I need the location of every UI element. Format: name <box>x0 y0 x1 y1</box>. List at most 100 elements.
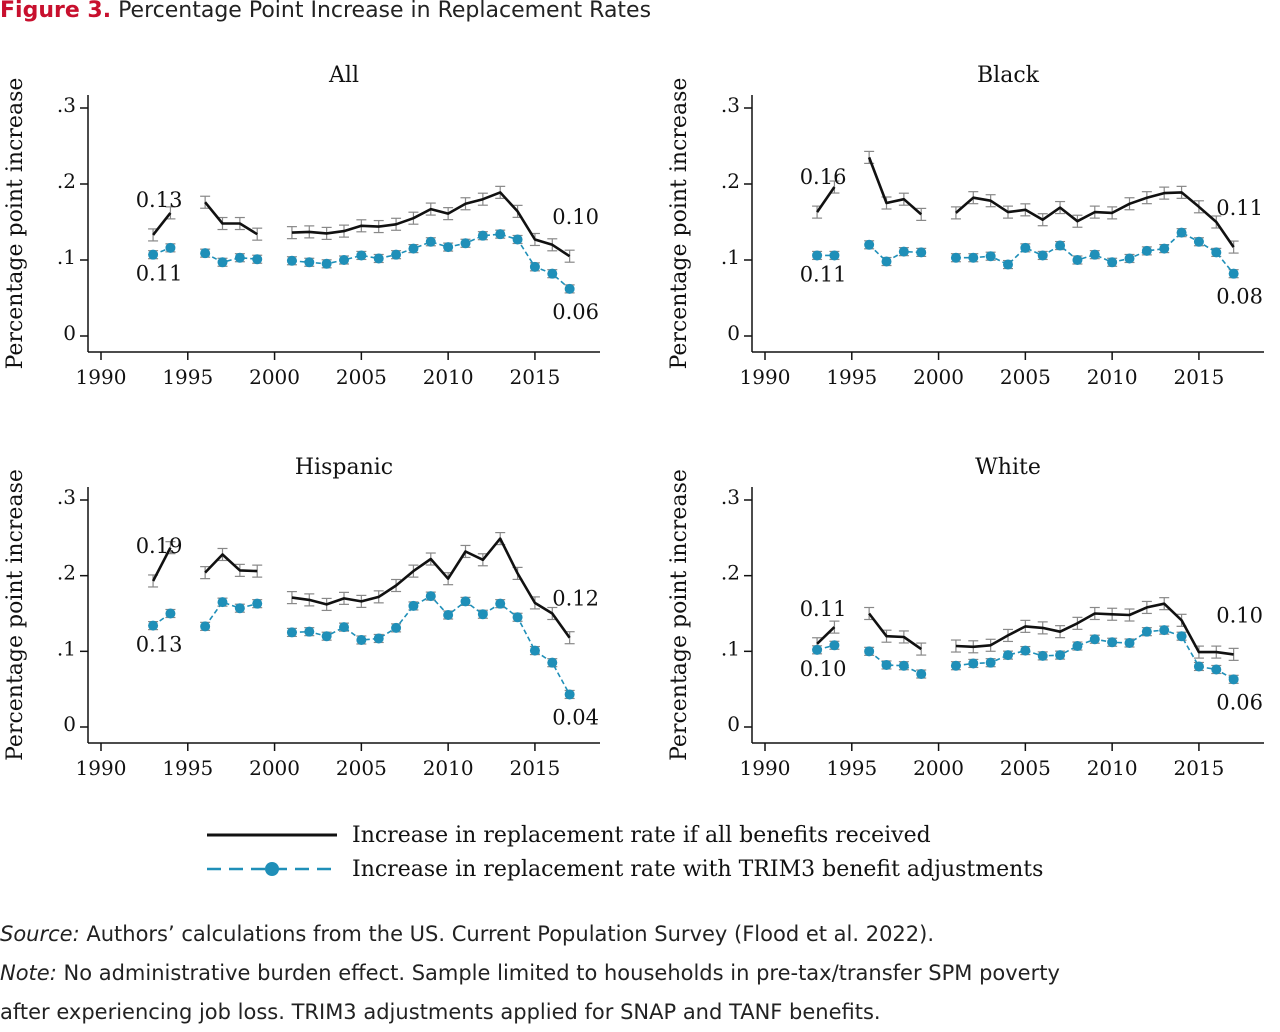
y-tick-label: 0 <box>727 712 740 736</box>
data-point-trim3 <box>460 238 471 249</box>
x-tick-label: 2010 <box>1087 756 1138 780</box>
x-tick-label: 1995 <box>826 365 877 389</box>
data-point-trim3 <box>234 252 245 263</box>
panel-title: All <box>328 63 359 88</box>
x-tick-label: 1990 <box>76 756 127 780</box>
chart-panel-black: Black 0 .1 .2 .3 1990 1995 2000 2005 2010 2015 Perc… <box>667 63 1264 389</box>
data-point-trim3 <box>1141 245 1152 256</box>
data-point-trim3 <box>460 596 471 607</box>
series-line-trim3 <box>204 252 258 264</box>
series-line-all-benefits <box>816 626 836 645</box>
series-line-all-benefits <box>151 547 172 582</box>
x-tick-label: 2005 <box>336 756 387 780</box>
note-line-2: after experiencing job loss. TRIM3 adjus… <box>0 993 1280 1032</box>
y-tick-label: .1 <box>57 245 76 269</box>
data-point-trim3 <box>1055 240 1066 251</box>
x-tick-label: 2015 <box>509 756 560 780</box>
data-point-trim3 <box>234 603 245 614</box>
figure-label: Figure 3. <box>0 0 112 23</box>
data-point-trim3 <box>165 608 176 619</box>
data-point-trim3 <box>547 657 558 668</box>
series-line-trim3 <box>868 650 922 675</box>
data-point-trim3 <box>148 620 159 631</box>
legend-swatch-solid-line <box>207 833 337 837</box>
data-point-trim3 <box>1107 637 1118 648</box>
data-point-trim3 <box>950 660 961 671</box>
data-label: 0.10 <box>552 205 599 229</box>
data-point-trim3 <box>898 246 909 257</box>
legend-item-trim3: Increase in replacement rate with TRIM3 … <box>205 852 1043 886</box>
y-tick-label: .2 <box>57 561 76 585</box>
y-axis-label: Percentage point increase <box>3 78 28 370</box>
x-tick-label: 1995 <box>162 756 213 780</box>
series-line-trim3 <box>291 595 571 695</box>
data-point-trim3 <box>1055 650 1066 661</box>
data-point-trim3 <box>1037 250 1048 261</box>
series-line-all-benefits <box>816 186 836 213</box>
note-text-1: No administrative burden effect. Sample … <box>63 961 1060 985</box>
data-point-trim3 <box>1228 268 1239 279</box>
data-point-trim3 <box>1020 242 1031 253</box>
data-label: 0.11 <box>1216 196 1263 220</box>
x-tick-label: 2010 <box>423 756 474 780</box>
y-tick-label: .1 <box>721 636 740 660</box>
chart-grid: All 0 .1 .2 .3 1990 1995 2000 2005 2010 2015 Percen… <box>3 63 1264 780</box>
data-point-trim3 <box>1089 634 1100 645</box>
series-line-all-benefits <box>867 156 923 216</box>
figure-title-text: Percentage Point Increase in Replacement… <box>118 0 652 23</box>
y-tick-label: 0 <box>727 321 740 345</box>
data-point-trim3 <box>252 254 263 265</box>
data-point-trim3 <box>916 669 927 680</box>
data-label: 0.13 <box>136 188 183 212</box>
data-point-trim3 <box>356 634 367 645</box>
data-point-trim3 <box>408 600 419 611</box>
data-label: 0.10 <box>1216 603 1263 627</box>
x-tick-label: 2005 <box>336 365 387 389</box>
data-point-trim3 <box>881 659 892 670</box>
y-tick-label: .2 <box>57 169 76 193</box>
data-point-trim3 <box>391 249 402 260</box>
data-point-trim3 <box>916 247 927 258</box>
source-line: Source: Authors’ calculations from the U… <box>0 915 1280 954</box>
x-tick-label: 2000 <box>249 365 300 389</box>
y-axis-label: Percentage point increase <box>667 469 692 761</box>
x-tick-label: 2000 <box>913 756 964 780</box>
data-point-trim3 <box>512 612 523 623</box>
series-line-trim3 <box>204 601 258 627</box>
data-point-trim3 <box>425 236 436 247</box>
data-point-trim3 <box>1124 253 1135 264</box>
data-point-trim3 <box>304 626 315 637</box>
data-point-trim3 <box>1176 227 1187 238</box>
data-point-trim3 <box>304 257 315 268</box>
x-tick-label: 2015 <box>1173 365 1224 389</box>
x-tick-label: 2005 <box>1000 365 1051 389</box>
data-point-trim3 <box>1003 259 1013 270</box>
data-point-trim3 <box>1037 650 1048 661</box>
data-label: 0.11 <box>800 597 847 621</box>
x-tick-label: 2010 <box>423 365 474 389</box>
data-point-trim3 <box>165 242 176 253</box>
data-point-trim3 <box>339 255 349 265</box>
series-line-trim3 <box>291 233 571 290</box>
y-tick-label: .2 <box>721 169 740 193</box>
data-point-trim3 <box>373 253 384 264</box>
x-tick-label: 1995 <box>826 756 877 780</box>
data-point-trim3 <box>1211 664 1222 675</box>
legend-label-trim3: Increase in replacement rate with TRIM3 … <box>352 856 1044 882</box>
x-tick-label: 1990 <box>76 365 127 389</box>
data-point-trim3 <box>200 248 211 259</box>
note-text-2: after experiencing job loss. TRIM3 adjus… <box>0 1000 881 1024</box>
data-label: 0.11 <box>800 262 847 286</box>
data-point-trim3 <box>443 610 454 621</box>
data-point-trim3 <box>495 229 506 240</box>
data-point-trim3 <box>339 622 349 633</box>
data-point-trim3 <box>477 230 488 241</box>
data-point-trim3 <box>356 250 367 261</box>
source-text: Authors’ calculations from the US. Curre… <box>86 922 935 946</box>
y-tick-label: .3 <box>57 93 76 117</box>
data-point-trim3 <box>1141 626 1152 637</box>
data-point-trim3 <box>968 658 979 669</box>
data-label: 0.08 <box>1216 285 1263 309</box>
data-point-trim3 <box>321 631 332 642</box>
data-point-trim3 <box>252 598 263 609</box>
